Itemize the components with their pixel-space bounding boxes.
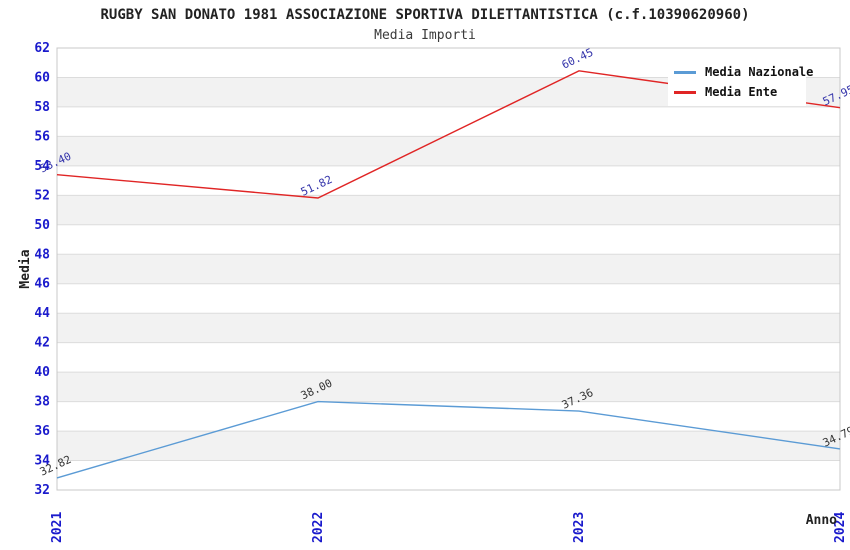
legend-label: Media Ente (705, 85, 778, 99)
svg-text:2022: 2022 (311, 512, 326, 543)
plot-bands (57, 48, 840, 490)
chart-legend: Media Nazionale Media Ente (668, 59, 813, 106)
legend-label: Media Nazionale (705, 65, 814, 79)
series-line-media-nazionale (56, 400, 841, 479)
svg-text:32: 32 (34, 483, 50, 498)
gridlines (57, 76, 840, 462)
svg-text:48: 48 (34, 247, 50, 262)
y-axis-tick-labels: 32 34 36 38 40 42 44 46 48 50 52 54 56 58 60 62 (34, 41, 50, 498)
chart-title: RUGBY SAN DONATO 1981 ASSOCIAZIONE SPORT… (100, 7, 750, 23)
media-nazionale-line-swatch-icon (674, 70, 696, 74)
svg-text:36: 36 (34, 424, 50, 439)
svg-text:2021: 2021 (50, 512, 65, 543)
svg-text:42: 42 (34, 336, 50, 351)
svg-text:34: 34 (34, 454, 50, 469)
x-axis-tick-labels: 2021 2022 2023 2024 (50, 512, 848, 543)
svg-text:38: 38 (34, 395, 50, 410)
svg-text:44: 44 (34, 306, 50, 321)
svg-text:58: 58 (34, 100, 50, 115)
svg-text:2024: 2024 (833, 512, 848, 543)
legend-item-media-ente: Media Ente (668, 82, 806, 102)
legend-item-media-nazionale: Media Nazionale (668, 62, 813, 82)
chart-subtitle: Media Importi (374, 28, 476, 43)
y-axis-title: Media (18, 249, 33, 288)
svg-text:60: 60 (34, 70, 50, 85)
svg-text:52: 52 (34, 188, 50, 203)
x-axis-title: Anno (806, 513, 837, 528)
svg-text:2023: 2023 (572, 512, 587, 543)
svg-text:62: 62 (34, 41, 50, 56)
svg-text:56: 56 (34, 129, 50, 144)
media-ente-line-swatch-icon (674, 90, 696, 94)
plot-border (56, 47, 841, 491)
svg-text:54: 54 (34, 159, 50, 174)
svg-text:40: 40 (34, 365, 50, 380)
svg-text:50: 50 (34, 218, 50, 233)
svg-text:46: 46 (34, 277, 50, 292)
